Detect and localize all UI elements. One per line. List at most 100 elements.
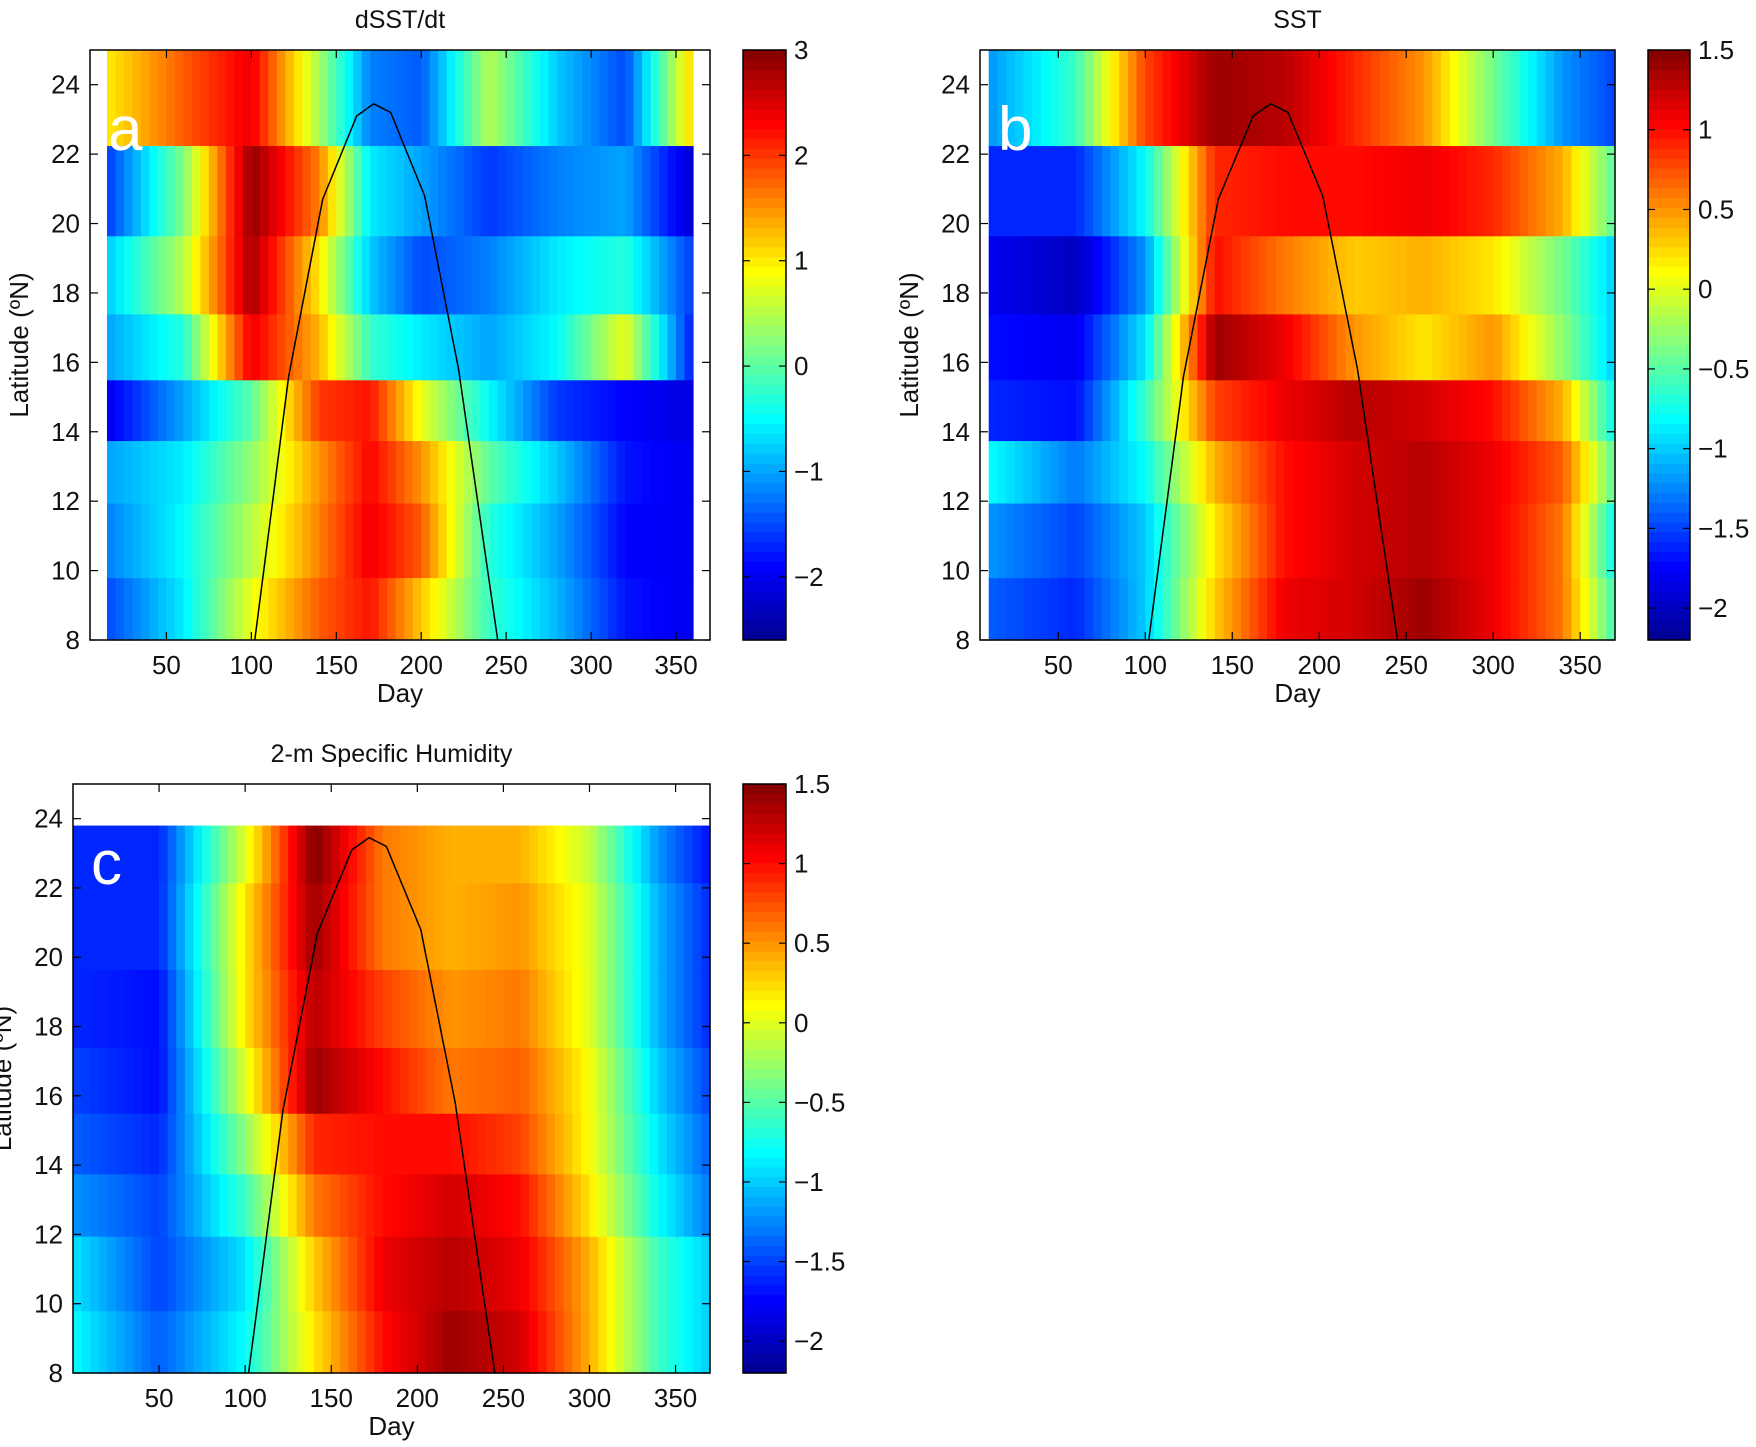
heatmap-cell: [124, 1173, 134, 1237]
heatmap-cell: [208, 313, 218, 381]
heatmap-cell: [1180, 145, 1190, 237]
heatmap-cell: [1240, 145, 1251, 237]
heatmap-cell: [293, 379, 303, 442]
heatmap-cell: [174, 502, 185, 579]
heatmap-cell: [132, 145, 142, 237]
heatmap-cell: [650, 145, 660, 237]
heatmap-cell: [251, 502, 261, 579]
heatmap-cell: [494, 882, 505, 970]
colorbar-segment: [1648, 69, 1690, 81]
heatmap-cell: [477, 969, 487, 1048]
heatmap-cell: [443, 1047, 453, 1114]
colorbar-segment: [743, 541, 786, 553]
heatmap-cell: [1562, 379, 1573, 442]
heatmap-cell: [1441, 379, 1451, 442]
heatmap-cell: [361, 379, 371, 442]
heatmap-cell: [400, 1047, 410, 1114]
heatmap-cell: [183, 502, 193, 579]
heatmap-cell: [268, 313, 278, 381]
heatmap-cell: [540, 145, 550, 237]
colorbar-segment: [743, 1196, 786, 1207]
heatmap-cell: [1075, 502, 1085, 579]
heatmap-cell: [183, 379, 193, 442]
heatmap-cell: [412, 379, 422, 442]
colorbar-segment: [743, 833, 786, 844]
heatmap-cell: [242, 379, 252, 442]
heatmap-cell: [98, 1310, 109, 1374]
heatmap-cell: [140, 577, 151, 641]
heatmap-cell: [1327, 577, 1338, 641]
heatmap-cell: [632, 825, 642, 884]
heatmap-cell: [701, 825, 711, 884]
heatmap-cell: [574, 379, 584, 442]
heatmap-cell: [296, 882, 307, 970]
colorbar-segment: [743, 1186, 786, 1197]
heatmap-cell: [1423, 379, 1433, 442]
heatmap-cell: [625, 145, 635, 237]
heatmap-cell: [302, 577, 312, 641]
heatmap-cell: [463, 50, 473, 147]
heatmap-cell: [73, 1236, 83, 1312]
heatmap-cell: [486, 969, 496, 1048]
heatmap-cell: [124, 1310, 134, 1374]
heatmap-cell: [589, 1173, 599, 1237]
heatmap-cell: [606, 1047, 616, 1114]
heatmap-cell: [1084, 50, 1094, 147]
colorbar-segment: [743, 227, 786, 238]
heatmap-cell: [1510, 313, 1520, 381]
heatmap-cell: [1606, 502, 1616, 579]
heatmap-cell: [140, 50, 151, 147]
heatmap-cell: [285, 50, 295, 147]
heatmap-cell: [193, 882, 203, 970]
heatmap-cell: [149, 313, 159, 381]
heatmap-cell: [1362, 440, 1373, 504]
heatmap-cell: [1110, 440, 1120, 504]
heatmap-cell: [548, 379, 558, 442]
heatmap-cell: [997, 145, 1007, 237]
heatmap-cell: [1484, 235, 1494, 315]
heatmap-cell: [460, 1047, 470, 1114]
heatmap-cell: [625, 440, 635, 504]
heatmap-cell: [1180, 577, 1190, 641]
heatmap-cell: [302, 313, 312, 381]
heatmap-cell: [615, 882, 625, 970]
panel-b: 50 100 150 200 250 300 35081012141618202224SST…: [894, 6, 1749, 708]
heatmap-cell: [632, 1113, 642, 1175]
heatmap-cell: [262, 1236, 272, 1312]
heatmap-cell: [512, 1113, 522, 1175]
heatmap-cell: [1084, 379, 1094, 442]
heatmap-cell: [641, 969, 651, 1048]
heatmap-cell: [183, 145, 193, 237]
heatmap-cell: [1397, 235, 1407, 315]
heatmap-cell: [412, 440, 422, 504]
heatmap-cell: [494, 1236, 505, 1312]
heatmap-cell: [1597, 502, 1607, 579]
heatmap-cell: [472, 577, 482, 641]
heatmap-cell: [124, 825, 134, 884]
heatmap-cell: [382, 1236, 393, 1312]
heatmap-cell: [357, 882, 367, 970]
heatmap-cell: [512, 825, 522, 884]
heatmap-cell: [565, 50, 575, 147]
heatmap-cell: [1354, 235, 1364, 315]
colorbar-segment: [743, 118, 786, 130]
heatmap-cell: [150, 882, 160, 970]
heatmap-cell: [1388, 50, 1399, 147]
heatmap-cell: [455, 577, 465, 641]
heatmap-cell: [692, 1113, 702, 1175]
heatmap-cell: [429, 50, 439, 147]
heatmap-cell: [1049, 145, 1059, 237]
heatmap-cell: [253, 1113, 263, 1175]
heatmap-cell: [1362, 235, 1373, 315]
heatmap-cell: [659, 50, 669, 147]
heatmap-cell: [563, 1310, 573, 1374]
heatmap-cell: [115, 502, 125, 579]
heatmap-cell: [322, 969, 332, 1048]
heatmap-cell: [641, 1173, 651, 1237]
heatmap-cell: [382, 1173, 393, 1237]
heatmap-cell: [279, 1173, 289, 1237]
heatmap-cell: [480, 313, 490, 381]
heatmap-cell: [336, 440, 346, 504]
heatmap-cell: [116, 1047, 126, 1114]
heatmap-cell: [1475, 235, 1486, 315]
